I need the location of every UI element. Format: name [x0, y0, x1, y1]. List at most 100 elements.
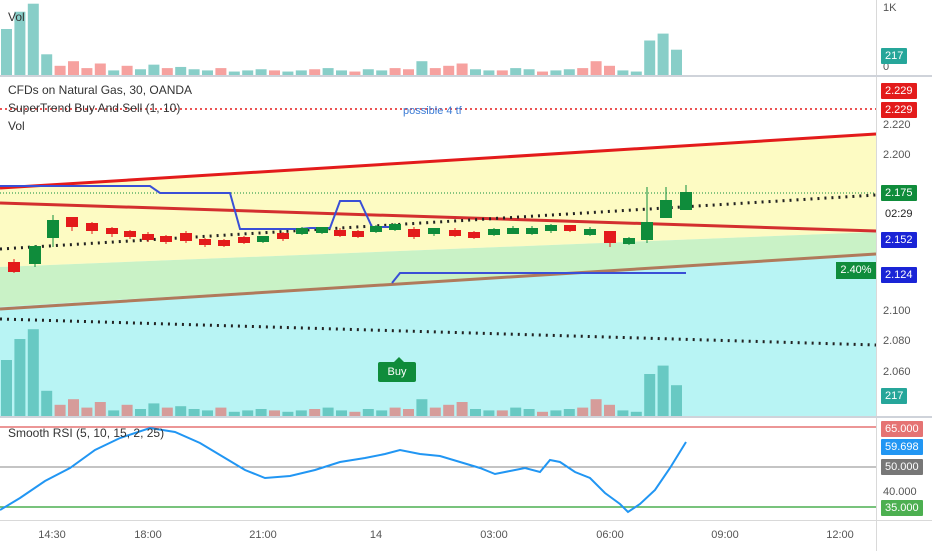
supertrend-legend[interactable]: SuperTrend Buy And Sell (1, 10)	[8, 101, 181, 115]
volume-bar	[41, 54, 53, 75]
volume-bar	[644, 40, 656, 75]
volume-bar	[403, 409, 414, 416]
time-axis[interactable]: 14:30 18:00 21:00 14 03:00 06:00 09:00 1…	[0, 520, 876, 551]
volume-bar	[282, 411, 294, 416]
main-price-scale[interactable]: 2.220 2.200 2.100 2.080 2.060 2.229 2.22…	[876, 77, 932, 416]
candle-body	[680, 192, 692, 210]
volume-bar	[630, 411, 642, 416]
volume-bar	[81, 68, 93, 75]
volume-bar	[41, 390, 53, 416]
volume-bar	[483, 410, 495, 416]
price-label-blue: 2.124	[881, 267, 917, 283]
volume-bar	[604, 404, 615, 416]
volume-bar	[362, 69, 374, 75]
volume-bar	[537, 71, 548, 75]
candle-body	[238, 237, 250, 243]
rsi-scale[interactable]: 65.000 59.698 50.000 40.000 35.000	[876, 418, 932, 520]
rsi-value-label: 59.698	[881, 439, 923, 455]
volume-bar	[135, 409, 146, 416]
volume-bar	[336, 410, 347, 416]
volume-bar	[550, 70, 562, 75]
volume-bar	[1, 29, 12, 75]
rsi-legend[interactable]: Smooth RSI (5, 10, 15, 2, 25)	[8, 426, 165, 440]
candle-body	[428, 228, 440, 234]
volume-bar	[376, 410, 388, 416]
volume-bar	[577, 407, 589, 416]
top-price-scale[interactable]: 1K 0 217	[876, 0, 932, 75]
axis-label: 0	[883, 61, 890, 73]
volume-bar	[282, 71, 294, 75]
volume-bar	[68, 399, 79, 416]
rsi-level-label: 65.000	[881, 421, 923, 437]
candle-body	[408, 229, 420, 237]
candle-body	[526, 228, 538, 234]
volume-bar	[14, 11, 26, 75]
candle-body	[106, 228, 118, 234]
volume-bar	[108, 70, 120, 75]
volume-bar	[617, 70, 629, 75]
price-label-red: 2.229	[881, 102, 917, 118]
volume-bar	[443, 65, 455, 75]
volume-bar	[228, 411, 240, 416]
time-label: 21:00	[249, 529, 277, 541]
pane-separator[interactable]	[0, 416, 932, 418]
volume-bar	[309, 409, 321, 416]
time-label: 18:00	[134, 529, 162, 541]
smooth-rsi-line	[0, 426, 687, 514]
volume-bar	[496, 410, 508, 416]
candle-body	[488, 229, 500, 235]
volume-bar	[148, 64, 160, 75]
top-volume-chart	[1, 3, 682, 75]
upper-channel-line	[0, 132, 876, 190]
volume-bar	[657, 365, 669, 416]
volume-bar	[671, 385, 682, 416]
volume-bar	[215, 407, 227, 416]
volume-bar	[269, 410, 280, 416]
candle-body	[604, 231, 616, 243]
candle-body	[449, 230, 461, 236]
volume-bar	[456, 63, 468, 75]
volume-bar	[68, 61, 79, 75]
candle-body	[29, 246, 41, 264]
volume-bar	[590, 61, 602, 75]
symbol-title[interactable]: CFDs on Natural Gas, 30, OANDA	[8, 83, 193, 97]
axis-label: 2.100	[883, 305, 911, 317]
volume-bar	[362, 409, 374, 416]
rsi-pane[interactable]: Smooth RSI (5, 10, 15, 2, 25)	[0, 418, 876, 520]
top-volume-pane[interactable]: Vol	[0, 0, 876, 75]
volume-bar	[523, 69, 535, 75]
volume-bar	[295, 70, 307, 75]
volume-bar	[429, 68, 441, 75]
volume-bar	[590, 399, 602, 416]
volume-bar	[523, 409, 535, 416]
candle-body	[623, 238, 635, 244]
volume-bar	[510, 407, 522, 416]
axis-label: 2.080	[883, 335, 911, 347]
volume-bar	[94, 63, 106, 75]
volume-bar	[255, 69, 267, 75]
volume-bar	[470, 409, 481, 416]
volume-legend[interactable]: Vol	[8, 119, 25, 133]
candle-body	[641, 222, 653, 240]
main-price-pane[interactable]: possible 4 tf CFDs on Natural Gas, 30, O…	[0, 77, 876, 416]
settings-corner[interactable]	[876, 520, 932, 551]
countdown-label: 02:29	[881, 206, 917, 222]
percent-change-badge: 2.40%	[836, 262, 876, 279]
volume-bar	[161, 407, 173, 416]
volume-price-label: 217	[881, 388, 908, 404]
volume-bar	[1, 360, 12, 416]
time-label: 14:30	[38, 529, 66, 541]
time-label: 03:00	[480, 529, 508, 541]
volume-bar	[456, 402, 468, 416]
volume-bar	[644, 374, 656, 416]
volume-bar	[215, 68, 227, 75]
volume-bar	[470, 69, 481, 75]
axis-label: 40.000	[883, 486, 917, 498]
pane-separator[interactable]	[0, 75, 932, 77]
volume-bar	[161, 68, 173, 75]
candle-body	[584, 229, 596, 235]
volume-bar	[550, 410, 562, 416]
upper-channel-fill	[0, 134, 876, 267]
candle-body	[160, 236, 172, 242]
volume-bar	[336, 70, 347, 75]
